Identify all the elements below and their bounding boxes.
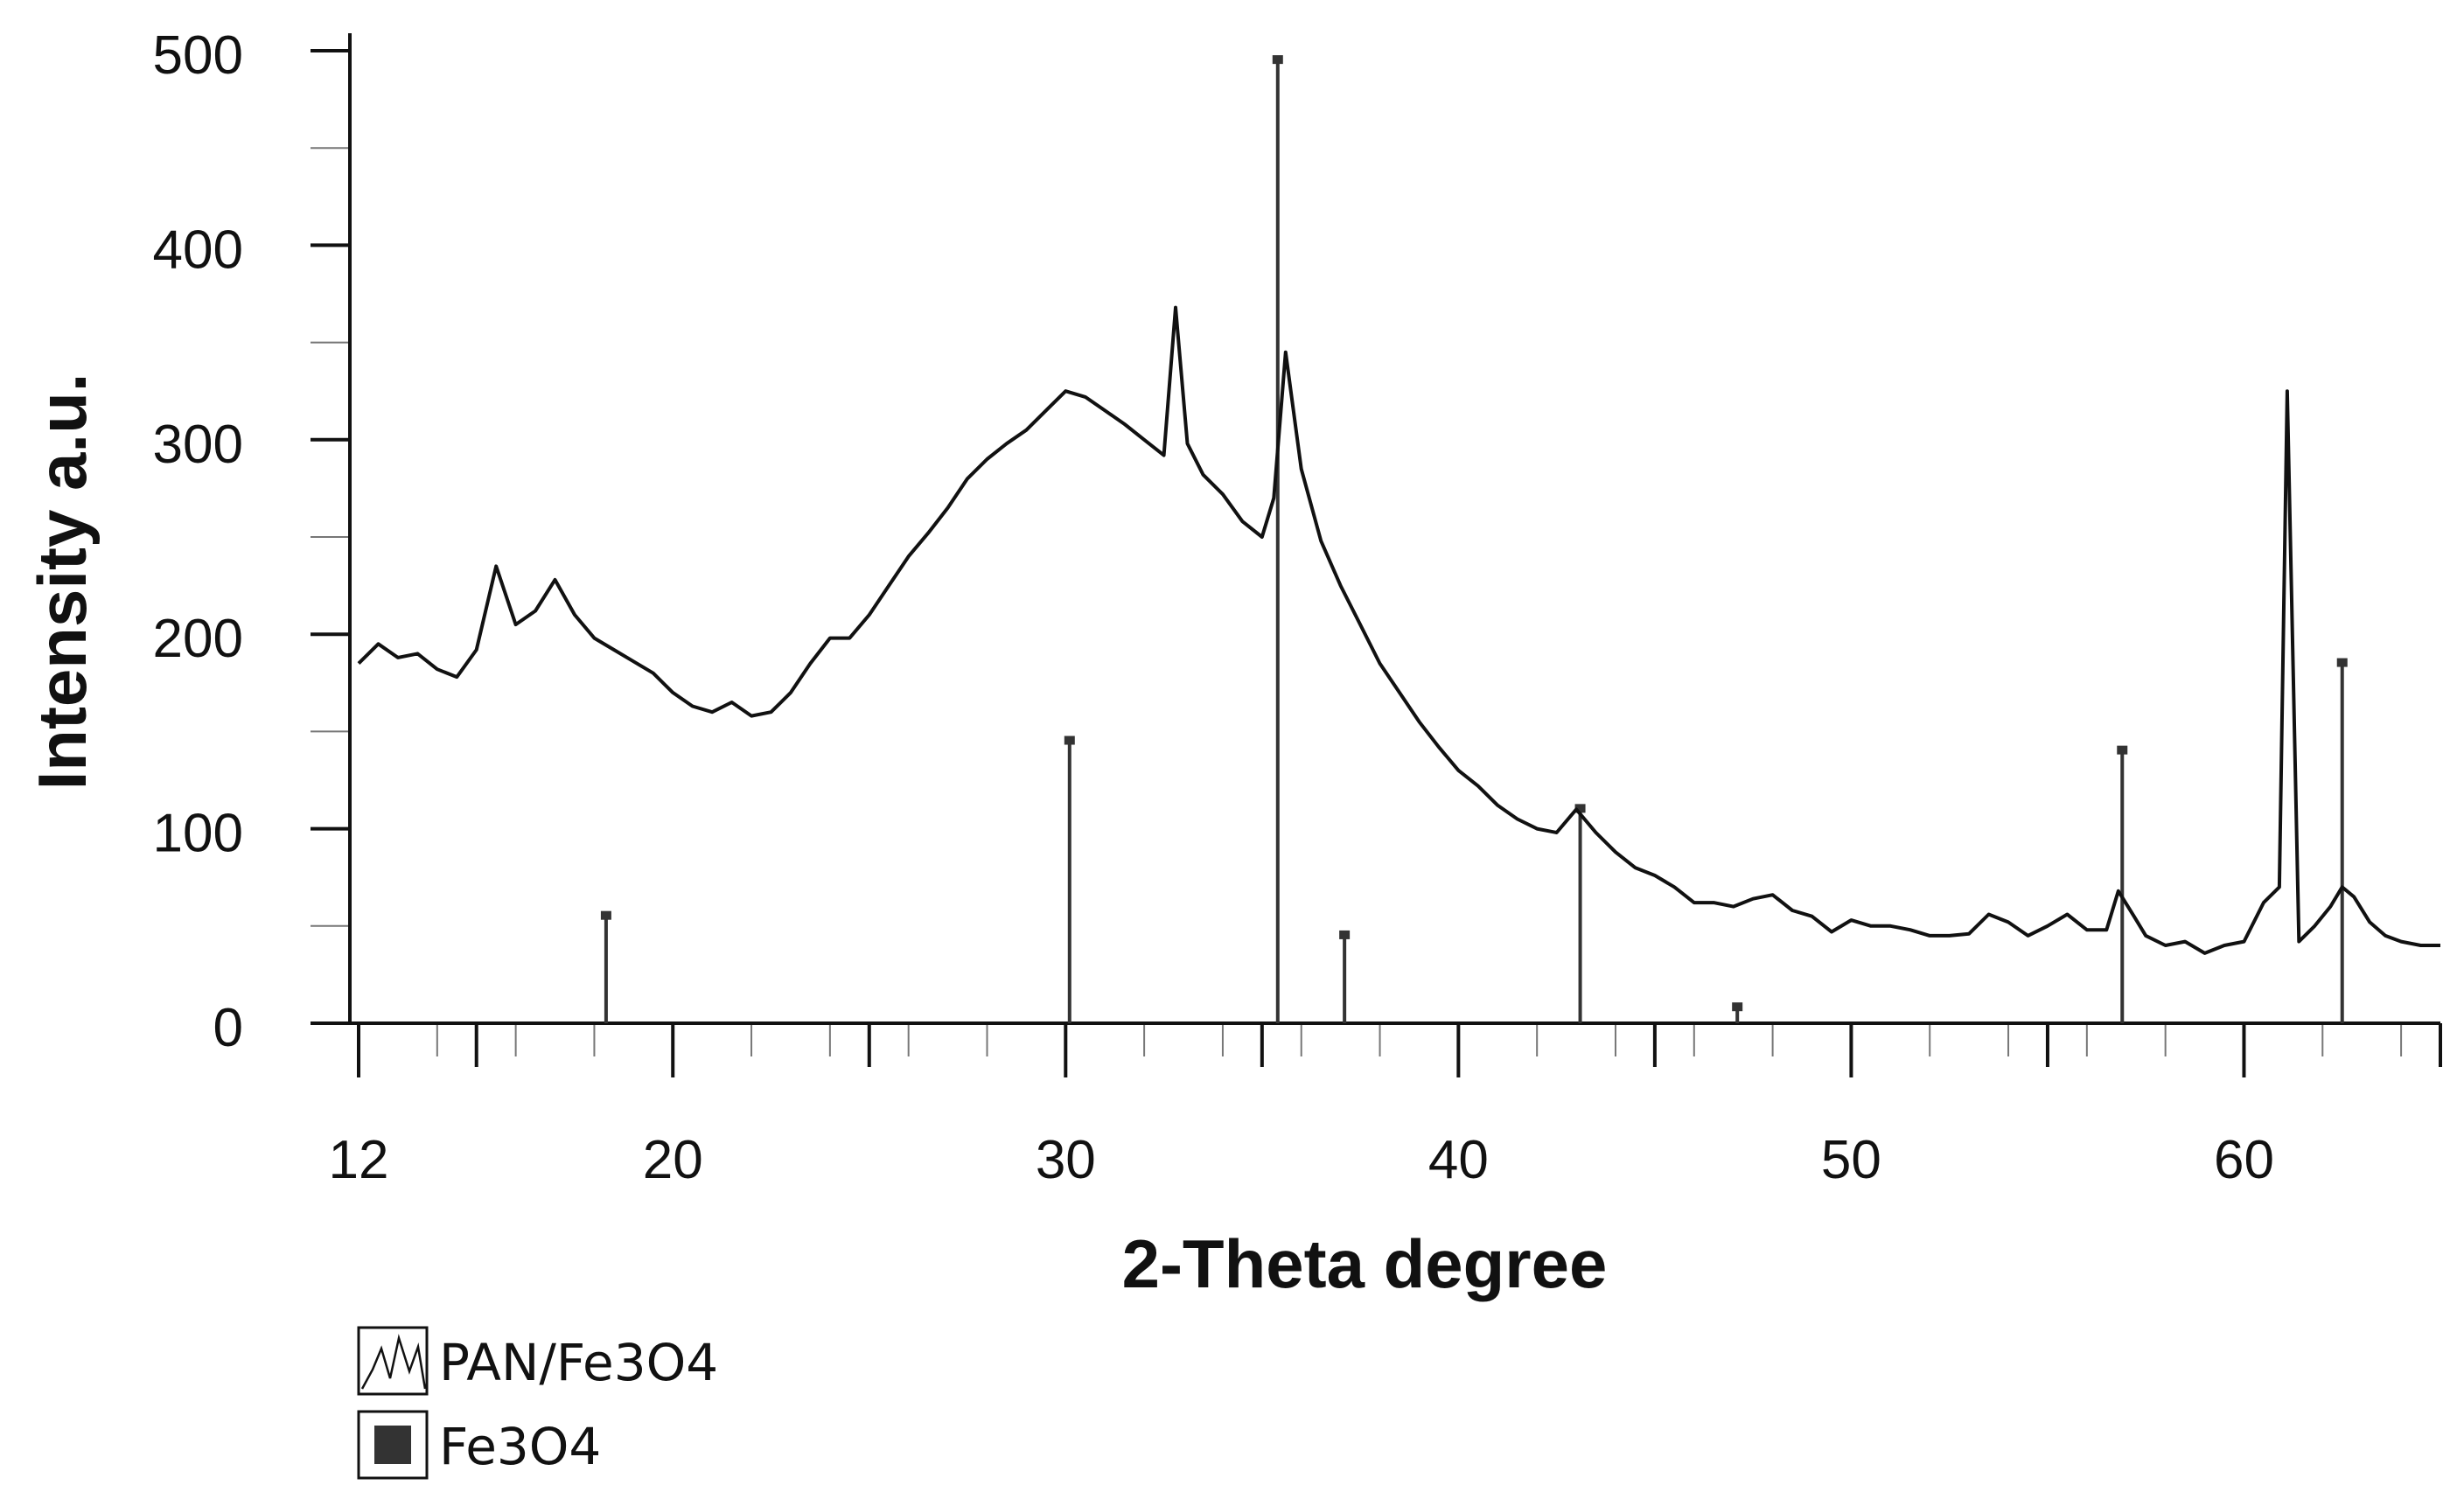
x-axis-title: 2-Theta degree: [1122, 1225, 1608, 1302]
fe3o4-stick-marker: [1064, 736, 1075, 745]
legend-item-pan-fe3o4: PAN/Fe3O4: [357, 1326, 718, 1396]
y-tick-label: 300: [153, 415, 243, 475]
fe3o4-reference-sticks: [600, 55, 2348, 1023]
x-tick-label: 12: [329, 1130, 389, 1190]
legend-label-pan-fe3o4: PAN/Fe3O4: [439, 1333, 718, 1392]
y-tick-label: 400: [153, 220, 243, 280]
x-axis-ticks: 12 20 30 40 50 60: [329, 1023, 2442, 1190]
legend-swatch-fill: [374, 1426, 411, 1464]
legend-swatch-line: [357, 1326, 429, 1396]
x-tick-label: 50: [1821, 1130, 1881, 1190]
series-line-pan-fe3o4: [357, 305, 2440, 955]
fe3o4-stick-marker: [1574, 804, 1586, 813]
y-tick-label: 0: [213, 998, 243, 1058]
x-tick-label: 30: [1036, 1130, 1096, 1190]
legend-label-fe3o4: Fe3O4: [439, 1417, 601, 1476]
fe3o4-stick-marker: [600, 910, 611, 920]
legend-item-fe3o4: Fe3O4: [357, 1410, 601, 1480]
fe3o4-stick-marker: [1732, 1002, 1743, 1012]
legend: PAN/Fe3O4 Fe3O4: [357, 1326, 718, 1480]
x-tick-label: 20: [643, 1130, 703, 1190]
y-axis-title: Intensity a.u.: [24, 373, 101, 791]
fe3o4-stick-marker: [2336, 658, 2348, 667]
y-tick-label: 200: [153, 609, 243, 669]
fe3o4-stick-marker: [2117, 745, 2128, 755]
y-axis-ticks: 0 100 200 300 400 500: [153, 25, 350, 1058]
y-tick-label: 100: [153, 804, 243, 864]
fe3o4-stick-marker: [1272, 55, 1283, 65]
legend-swatch-zigzag: [360, 1334, 427, 1390]
x-tick-label: 40: [1428, 1130, 1489, 1190]
y-tick-label: 500: [153, 25, 243, 86]
fe3o4-stick-marker: [1339, 930, 1351, 939]
x-tick-label: 60: [2214, 1130, 2274, 1190]
